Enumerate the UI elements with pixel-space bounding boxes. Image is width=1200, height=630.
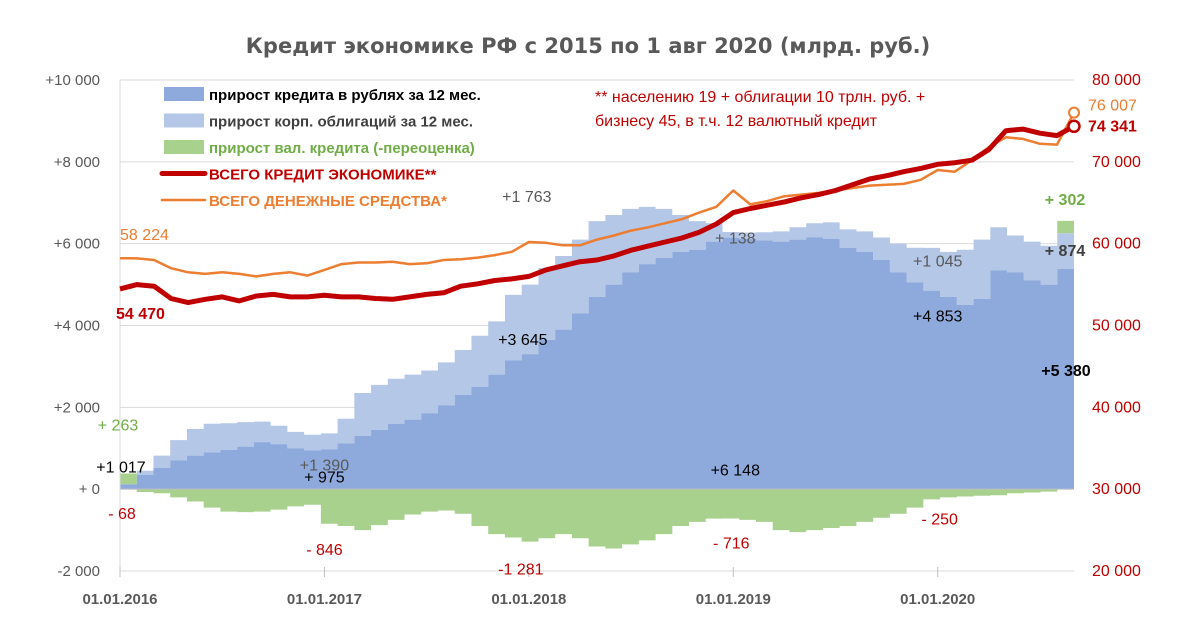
footnote: ** населению 19 + облигации 10 трлн. руб… [595, 89, 925, 130]
right-tick-label: 20 000 [1092, 563, 1141, 580]
data-label: - 716 [713, 535, 750, 552]
x-tick-label: 01.01.2017 [287, 591, 362, 608]
left-tick-label: -2 000 [57, 563, 100, 580]
right-tick-label: 60 000 [1092, 236, 1141, 253]
legend-swatch [164, 87, 204, 101]
legend-swatch [164, 113, 204, 128]
data-label: 76 007 [1088, 98, 1137, 115]
legend-label: ВСЕГО КРЕДИТ ЭКОНОМИКЕ** [209, 167, 436, 184]
legend-swatch [164, 140, 204, 154]
left-tick-label: +6 000 [54, 236, 100, 253]
chart-title: Кредит экономике РФ с 2015 по 1 авг 2020… [246, 34, 930, 58]
data-label: - 846 [306, 542, 343, 559]
data-label: + 302 [1045, 192, 1086, 209]
right-tick-label: 30 000 [1092, 481, 1141, 498]
footnote-line: бизнесу 45, в т.ч. 12 валютный кредит [595, 113, 878, 130]
left-tick-label: +4 000 [54, 318, 100, 335]
data-label: - 250 [921, 511, 958, 528]
total-money-line [119, 112, 1076, 278]
left-tick-label: +2 000 [54, 399, 100, 416]
data-label: +1 017 [96, 460, 145, 477]
data-label: 74 341 [1088, 118, 1137, 135]
x-tick-label: 01.01.2019 [696, 591, 771, 608]
data-label: +3 645 [498, 332, 547, 349]
legend-label: прирост корп. облигаций за 12 мес. [209, 114, 473, 131]
data-label: 54 470 [116, 306, 165, 323]
legend-label: ВСЕГО ДЕНЕЖНЫЕ СРЕДСТВА* [209, 193, 447, 210]
left-tick-label: +8 000 [54, 154, 100, 171]
data-label: +1 763 [502, 189, 551, 206]
data-label: +4 853 [913, 309, 962, 326]
credit-end-marker [1067, 119, 1081, 134]
left-tick-label: + 0 [79, 481, 100, 498]
data-label: 58 224 [120, 227, 169, 244]
right-tick-label: 40 000 [1092, 399, 1141, 416]
money-end-marker [1068, 106, 1080, 119]
data-label: -1 281 [498, 562, 543, 579]
data-label: - 68 [108, 506, 136, 523]
bonds-area-series [120, 206, 1074, 485]
data-label: +5 380 [1041, 363, 1090, 380]
data-label: + 263 [98, 417, 139, 434]
data-label: +1 045 [913, 253, 962, 270]
footnote-line: ** населению 19 + облигации 10 трлн. руб… [595, 89, 925, 106]
x-tick-label: 01.01.2020 [900, 591, 975, 608]
legend: прирост кредита в рублях за 12 мес. приро… [159, 87, 481, 210]
legend-label: прирост вал. кредита (-переоценка) [209, 140, 475, 157]
legend-label: прирост кредита в рублях за 12 мес. [209, 87, 481, 104]
right-tick-label: 50 000 [1092, 318, 1141, 335]
right-tick-label: 80 000 [1092, 72, 1141, 89]
data-label: + 975 [304, 469, 345, 486]
axes: +10 000 +8 000 +6 000 +4 000 +2 000 + 0 -2 000… [45, 72, 1141, 608]
data-label: + 138 [715, 231, 756, 248]
x-tick-label: 01.01.2018 [491, 591, 566, 608]
line-series [119, 106, 1081, 306]
right-tick-label: 70 000 [1092, 154, 1141, 171]
data-label: + 874 [1045, 243, 1086, 260]
ruble-credit-area-series [120, 237, 1074, 490]
area-series [120, 206, 1074, 549]
data-labels: 58 224 54 470 + 263 +1 017 - 68 +1 390+ 975 - … [96, 98, 1137, 579]
data-label: +1 390 [300, 457, 349, 474]
total-credit-line [119, 124, 1076, 306]
x-tick-label: 01.01.2016 [82, 591, 157, 608]
data-label: +6 148 [711, 463, 760, 480]
left-tick-label: +10 000 [45, 72, 100, 89]
